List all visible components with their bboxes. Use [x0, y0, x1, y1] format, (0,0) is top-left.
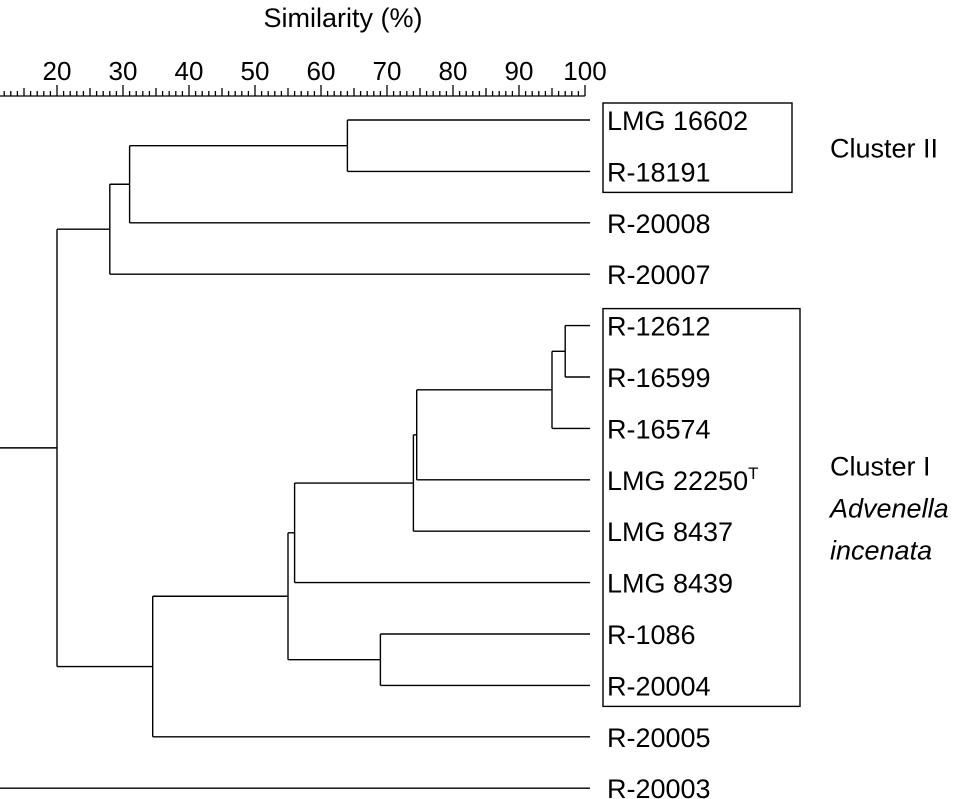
cluster-box — [602, 102, 793, 194]
leaf-label: R-16574 — [607, 414, 711, 444]
cluster-species-name: incenata — [830, 536, 932, 566]
leaf-name: R-12612 — [607, 312, 711, 342]
leaf-label: R-1086 — [607, 620, 696, 650]
leaf-name: LMG 8439 — [607, 569, 733, 599]
leaf-name: LMG 8437 — [607, 517, 733, 547]
leaf-name: R-20007 — [607, 260, 711, 290]
leaf-name: R-1086 — [607, 620, 696, 650]
axis-tick-label: 20 — [43, 56, 72, 86]
leaf-name: R-20004 — [607, 671, 711, 701]
axis-tick-label: 80 — [439, 56, 468, 86]
axis-tick-label: 90 — [505, 56, 534, 86]
leaf-label: R-12612 — [607, 312, 711, 342]
leaf-name: LMG 22250 — [607, 466, 748, 496]
leaf-name: R-16599 — [607, 363, 711, 393]
axis-tick-label: 40 — [175, 56, 204, 86]
leaf-label: R-18191 — [607, 157, 711, 187]
cluster-name: Cluster II — [830, 134, 938, 164]
axis-title: Similarity (%) — [264, 3, 423, 33]
axis-tick-label: 30 — [109, 56, 138, 86]
leaf-name: R-20003 — [607, 774, 711, 799]
similarity-axis: 20 30 40 50 60 70 80 90 100 — [0, 56, 607, 97]
cluster-species-name: Advenella — [828, 494, 949, 524]
leaf-label: R-20008 — [607, 209, 711, 239]
leaf-name: R-18191 — [607, 157, 711, 187]
leaf-name: R-16574 — [607, 414, 711, 444]
cluster-box — [602, 307, 801, 708]
leaf-label: LMG 22250T — [607, 464, 758, 496]
leaf-label: LMG 8439 — [607, 569, 733, 599]
leaf-label: R-16599 — [607, 363, 711, 393]
dendrogram-tree — [0, 119, 590, 789]
cluster-annotations: Cluster II Cluster I Advenella incenata — [602, 102, 949, 708]
leaf-name: R-20005 — [607, 723, 711, 753]
leaf-name: R-20008 — [607, 209, 711, 239]
cluster-name: Cluster I — [830, 452, 931, 482]
axis-tick-label: 50 — [241, 56, 270, 86]
leaf-label: R-20007 — [607, 260, 711, 290]
leaf-label: R-20004 — [607, 671, 711, 701]
axis-tick-label: 60 — [307, 56, 336, 86]
leaf-label: R-20005 — [607, 723, 711, 753]
leaf-label: LMG 8437 — [607, 517, 733, 547]
axis-tick-label: 70 — [373, 56, 402, 86]
type-strain-superscript: T — [748, 464, 758, 483]
leaf-label: R-20003 — [607, 774, 711, 799]
leaf-label: LMG 16602 — [607, 106, 748, 136]
leaf-name: LMG 16602 — [607, 106, 748, 136]
axis-tick-label: 100 — [563, 56, 606, 86]
leaf-labels: LMG 16602 R-18191 R-20008 R-20007 R-12612 R-1… — [607, 106, 758, 799]
